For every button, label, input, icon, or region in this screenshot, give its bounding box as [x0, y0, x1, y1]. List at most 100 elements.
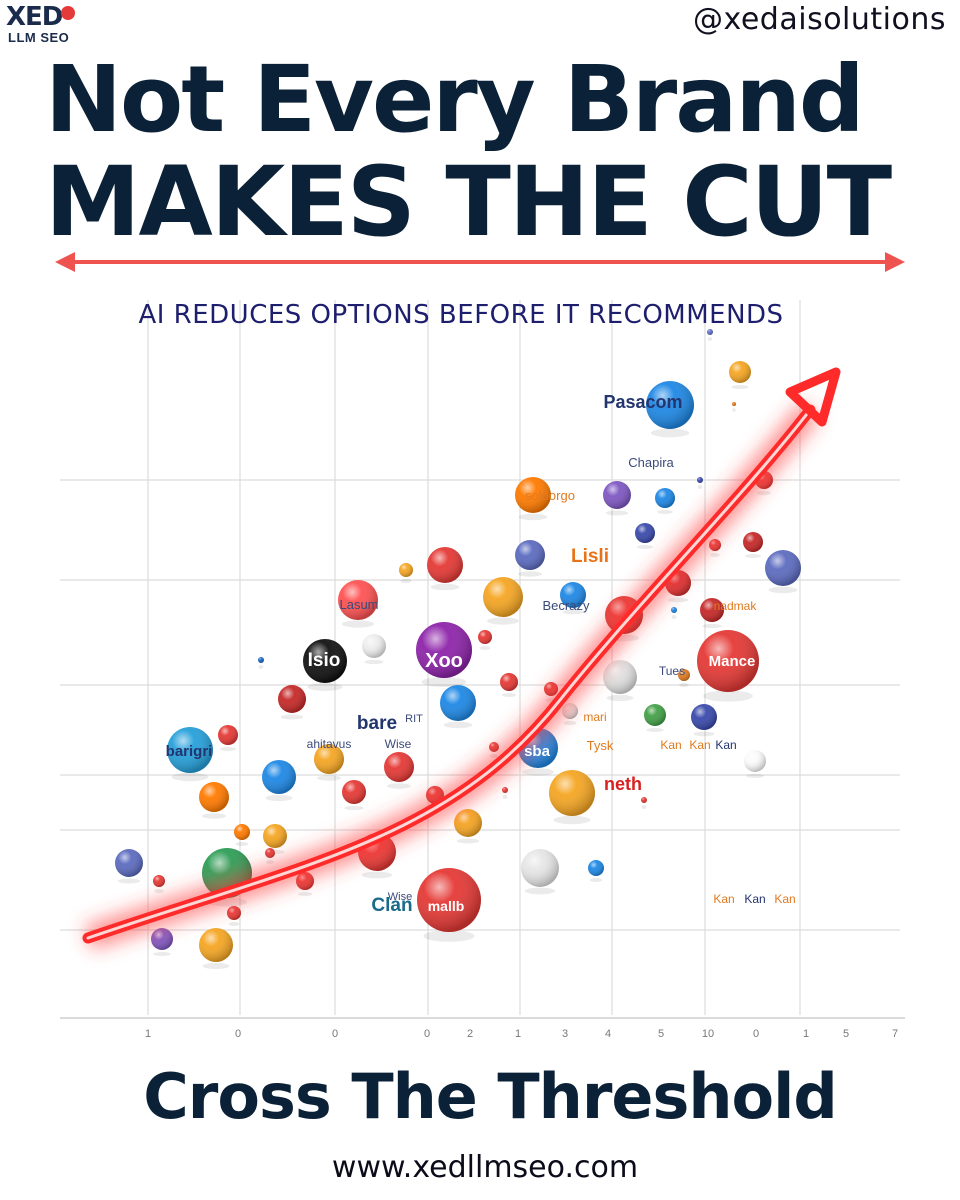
bubble-label: Kan: [689, 738, 710, 752]
bubble: [314, 744, 344, 781]
bubble-label: barigri: [166, 743, 213, 760]
bubble: [691, 704, 717, 737]
bubble-label: RIT: [405, 713, 423, 725]
bubble-label: Kan: [744, 892, 765, 906]
bubble: [560, 582, 586, 615]
bubble-label: neth: [604, 774, 642, 794]
bubble: [399, 563, 413, 583]
x-tick-label: 10: [702, 1028, 714, 1040]
bubble: [417, 868, 481, 942]
bubble: [454, 809, 482, 844]
bubble: [151, 928, 173, 956]
bubble-label: Isio: [308, 650, 341, 671]
bubble: [549, 770, 595, 825]
bubble: [515, 540, 545, 577]
bubble: [262, 760, 296, 802]
x-tick-label: 5: [658, 1028, 664, 1040]
headline-line-1: Not Every Brand: [45, 46, 865, 153]
bubble: [478, 630, 492, 650]
logo-text: XED: [6, 2, 63, 32]
bubble-label: Kan: [660, 738, 681, 752]
bubble-label: Clan: [371, 895, 412, 916]
bubble: [697, 630, 759, 702]
bubble-label: Tues: [659, 664, 685, 678]
bubble: [258, 657, 264, 669]
bubble-label: Tysk: [587, 738, 614, 753]
bubble: [603, 481, 631, 516]
bubble: [655, 488, 675, 514]
bubble-label: Wise: [385, 737, 412, 751]
bubble: [744, 750, 766, 778]
bubble-label: Kan: [774, 892, 795, 906]
bubble: [515, 477, 551, 521]
bubble: [641, 797, 647, 809]
bubble: [218, 725, 238, 751]
bubble: [644, 704, 666, 732]
x-tick-label: 0: [424, 1028, 430, 1040]
bubble: [227, 906, 241, 926]
brand-logo: XED LLM SEO: [6, 2, 75, 48]
headline-line-2: MAKES THE CUT: [45, 146, 892, 258]
bubble: [765, 550, 801, 594]
bubble-chart: Pasacom Chapira soldorgo Lisli Lasum Becrazy n…: [60, 300, 905, 1040]
bubble: [416, 622, 472, 688]
x-tick-label: 4: [605, 1028, 611, 1040]
bubble-label: Wise: [388, 891, 412, 903]
bubble: [707, 329, 713, 341]
x-tick-label: 1: [515, 1028, 521, 1040]
bubble: [671, 607, 677, 619]
x-tick-label: 7: [892, 1028, 898, 1040]
bubble: [234, 824, 250, 846]
bubble-labels: Pasacom Chapira soldorgo Lisli Lasum Becrazy n…: [166, 392, 796, 916]
bubble: [278, 685, 306, 720]
bubble: [700, 598, 724, 629]
bubble: [697, 477, 703, 489]
bubble: [678, 669, 690, 687]
bubble: [635, 523, 655, 549]
bubble: [502, 787, 508, 799]
bubble: [440, 685, 476, 729]
bubble: [588, 860, 604, 882]
bubble-label: Pasacom: [603, 392, 682, 412]
website-url: www.xedllmseo.com: [331, 1150, 639, 1185]
bubble: [362, 634, 386, 665]
bubble-label: Lasum: [339, 597, 378, 612]
bubble: [729, 361, 751, 389]
bubble: [199, 782, 229, 819]
x-tick-label: 1: [145, 1028, 151, 1040]
bubble-label: Chapira: [628, 455, 674, 470]
bottom-title: Cross The Threshold: [143, 1060, 837, 1133]
bubble-label: Kan: [713, 892, 734, 906]
x-tick-label: 1: [803, 1028, 809, 1040]
subtitle: AI REDUCES OPTIONS BEFORE IT RECOMMENDS: [138, 300, 784, 330]
bubble-label: soldorgo: [525, 488, 575, 503]
bubble: [603, 660, 637, 702]
x-tick-label: 5: [843, 1028, 849, 1040]
bubble: [153, 875, 165, 893]
bubble: [743, 532, 763, 558]
bubble-label: Becrazy: [543, 598, 590, 613]
social-handle: @xedaisolutions: [693, 2, 946, 37]
bubble-label: Coveton: [521, 899, 565, 911]
bubble-label: Mance: [709, 653, 756, 670]
x-tick-label: 3: [562, 1028, 568, 1040]
bubble: [521, 849, 559, 895]
logo-dot-icon: [61, 6, 75, 20]
bubble: [732, 402, 736, 412]
bubble: [427, 547, 463, 591]
double-arrow-divider: [55, 252, 905, 272]
x-axis-ticks: 1 0 0 0 2 1 3 4 5 10 0 1 5 7: [145, 1028, 898, 1040]
bubble-label: bare: [357, 713, 397, 734]
x-tick-label: 2: [467, 1028, 473, 1040]
bubble: [384, 752, 414, 789]
bubble-label: sba: [524, 743, 551, 760]
bubble: [483, 577, 523, 625]
logo-subtext: LLM SEO: [8, 30, 70, 45]
bubble: [115, 849, 143, 884]
bubble: [167, 727, 213, 782]
x-tick-label: 0: [235, 1028, 241, 1040]
bubble: [199, 928, 233, 970]
bubble: [265, 848, 275, 864]
bubble-label: mallb: [428, 898, 465, 914]
bubble: [338, 580, 378, 628]
